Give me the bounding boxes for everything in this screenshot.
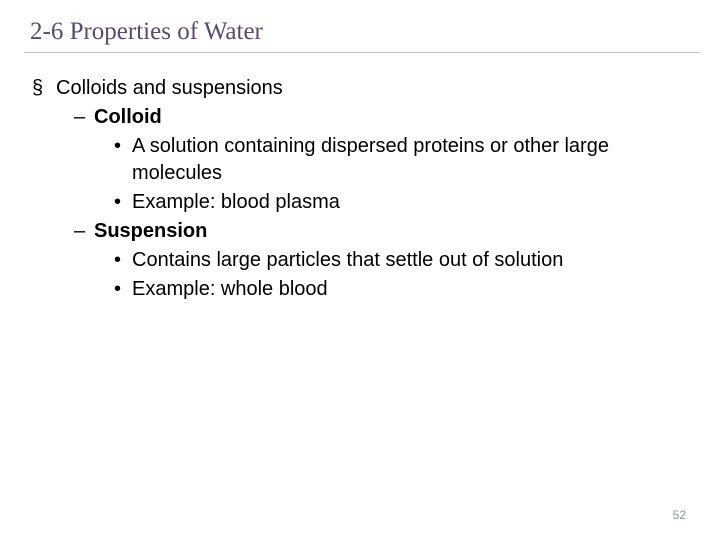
bullet-text: Example: blood plasma bbox=[132, 191, 340, 213]
title-underline bbox=[24, 52, 700, 53]
bullet-text: Suspension bbox=[94, 220, 207, 242]
bullet-text: A solution containing dispersed proteins… bbox=[132, 135, 609, 184]
page-number: 52 bbox=[673, 508, 686, 522]
bullet-level2: Suspension bbox=[30, 218, 690, 245]
slide-content: Colloids and suspensions Colloid A solut… bbox=[30, 75, 690, 303]
bullet-text: Contains large particles that settle out… bbox=[132, 249, 563, 271]
slide-title: 2-6 Properties of Water bbox=[30, 18, 690, 46]
bullet-text: Colloids and suspensions bbox=[56, 77, 283, 99]
bullet-text: Colloid bbox=[94, 106, 162, 128]
bullet-level2: Colloid bbox=[30, 104, 690, 131]
bullet-level1: Colloids and suspensions bbox=[30, 75, 690, 102]
slide-container: 2-6 Properties of Water Colloids and sus… bbox=[0, 0, 720, 540]
bullet-level3: Example: blood plasma bbox=[30, 189, 690, 216]
bullet-level3: Contains large particles that settle out… bbox=[30, 247, 690, 274]
bullet-level3: A solution containing dispersed proteins… bbox=[30, 133, 690, 187]
bullet-level3: Example: whole blood bbox=[30, 276, 690, 303]
bullet-text: Example: whole blood bbox=[132, 278, 328, 300]
